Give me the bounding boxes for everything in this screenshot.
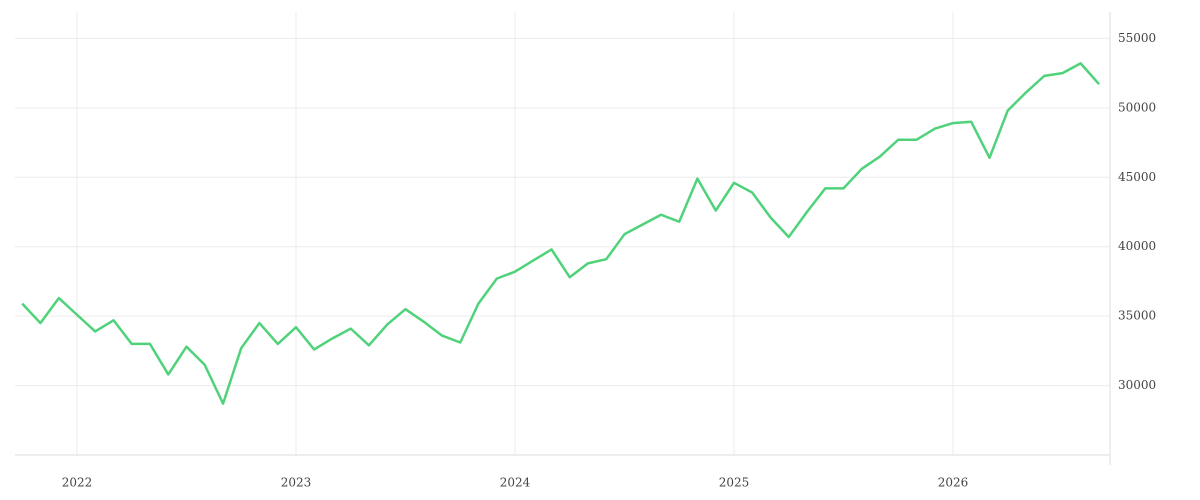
y-tick-label: 40000 bbox=[1118, 239, 1156, 253]
x-tick-label: 2022 bbox=[62, 476, 93, 490]
x-tick-label: 2024 bbox=[500, 476, 531, 490]
x-tick-label: 2026 bbox=[938, 476, 969, 490]
x-tick-label: 2023 bbox=[281, 476, 312, 490]
y-tick-label: 45000 bbox=[1118, 170, 1156, 184]
line-series bbox=[21, 62, 1100, 405]
y-tick-label: 55000 bbox=[1118, 31, 1156, 45]
y-tick-label: 50000 bbox=[1118, 100, 1156, 114]
y-tick-label: 30000 bbox=[1118, 378, 1156, 392]
y-tick-label: 35000 bbox=[1118, 309, 1156, 323]
x-tick-label: 2025 bbox=[719, 476, 750, 490]
